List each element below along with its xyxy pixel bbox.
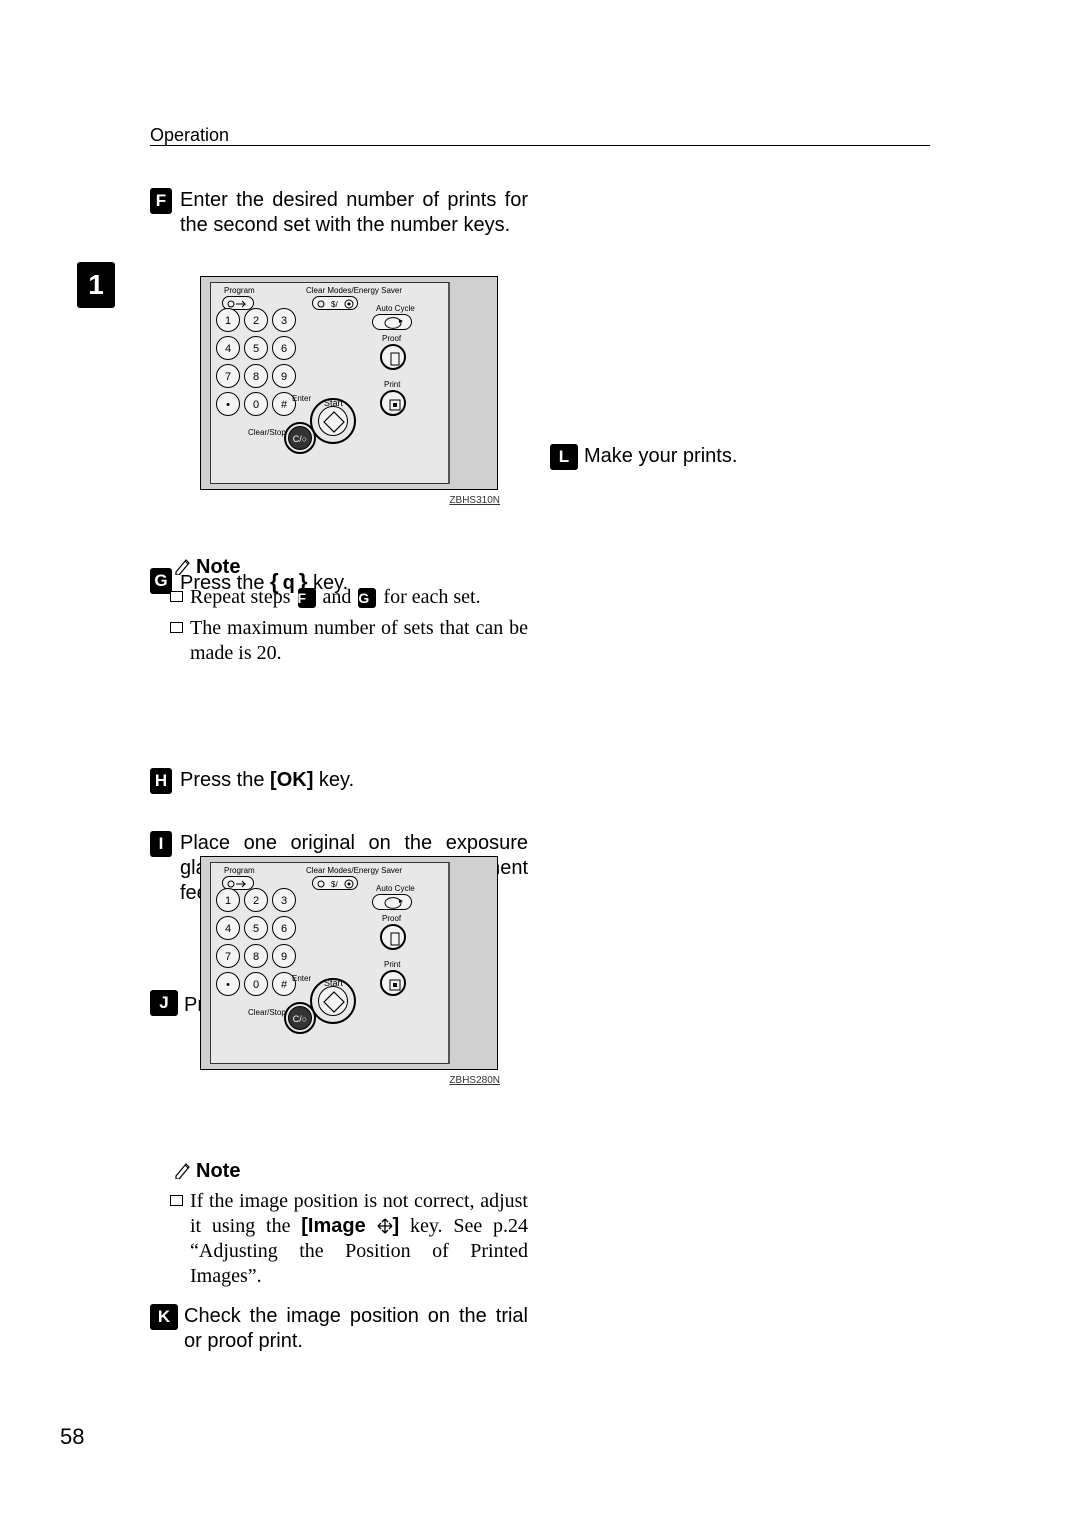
- keypad-digit-7[interactable]: 7: [216, 364, 240, 388]
- auto-cycle-button[interactable]: [372, 894, 412, 910]
- page-number: 58: [60, 1424, 84, 1450]
- keypad-digit-•[interactable]: •: [216, 392, 240, 416]
- step-11: K Check the image position on the trial …: [150, 1304, 528, 1354]
- clear-stop-label: Clear/Stop: [248, 428, 286, 437]
- note-1-title-text: Note: [196, 556, 240, 578]
- header-rule: [150, 145, 930, 146]
- clear-modes-label: Clear Modes/Energy Saver: [306, 286, 402, 295]
- auto-cycle-button[interactable]: [372, 314, 412, 330]
- keypad-digit-9[interactable]: 9: [272, 944, 296, 968]
- keypad-digit-3[interactable]: 3: [272, 888, 296, 912]
- note-1-item-1: Repeat steps F and G for each set.: [150, 585, 528, 610]
- note-1-item-1-mid: and: [318, 586, 357, 608]
- note-2-title-text: Note: [196, 1160, 240, 1182]
- keypad-digit-1[interactable]: 1: [216, 888, 240, 912]
- proof-label: Proof: [382, 914, 401, 923]
- step-8-num: H: [150, 768, 172, 794]
- print-label: Print: [384, 960, 400, 969]
- program-label: Program: [224, 866, 255, 875]
- note-1-item-2: The maximum number of sets that can be m…: [150, 616, 528, 666]
- diagram-2-caption: ZBHS280N: [449, 1075, 500, 1086]
- start-label: Start: [324, 978, 343, 988]
- pencil-icon: [174, 1161, 192, 1179]
- keypad-digit-9[interactable]: 9: [272, 364, 296, 388]
- step-8: H Press the [OK] key.: [150, 768, 528, 793]
- start-button[interactable]: [318, 406, 348, 436]
- note-2: Note If the image position is not correc…: [150, 1160, 528, 1289]
- keypad-diagram-1: ZBHS310N ProgramClear Modes/Energy Saver…: [200, 276, 498, 490]
- svg-text:$/: $/: [331, 300, 338, 309]
- note-2-key-image: [Image: [301, 1215, 365, 1237]
- keypad-diagram-2: ZBHS280N ProgramClear Modes/Energy Saver…: [200, 856, 498, 1070]
- start-button[interactable]: [318, 986, 348, 1016]
- keypad-digit-5[interactable]: 5: [244, 336, 268, 360]
- note-1: Note Repeat steps F and G for each set. …: [150, 556, 528, 666]
- clear-stop-button[interactable]: C/○: [288, 426, 312, 450]
- keypad-digit-3[interactable]: 3: [272, 308, 296, 332]
- step-8-key: [OK]: [270, 769, 313, 791]
- clear-stop-label: Clear/Stop: [248, 1008, 286, 1017]
- note-1-ref-6: F: [298, 588, 316, 608]
- note-1-item-1-pre: Repeat steps: [190, 586, 296, 608]
- keypad-digit-6[interactable]: 6: [272, 916, 296, 940]
- keypad-digit-0[interactable]: 0: [244, 392, 268, 416]
- program-label: Program: [224, 286, 255, 295]
- auto-cycle-label: Auto Cycle: [376, 304, 415, 313]
- print-button[interactable]: [380, 390, 406, 416]
- keypad-digit-4[interactable]: 4: [216, 916, 240, 940]
- keypad-digit-6[interactable]: 6: [272, 336, 296, 360]
- enter-label: Enter: [292, 974, 311, 983]
- step-11-num: K: [150, 1304, 178, 1330]
- header-section: Operation: [150, 125, 229, 146]
- keypad-digit-1[interactable]: 1: [216, 308, 240, 332]
- enter-label: Enter: [292, 394, 311, 403]
- step-12: L Make your prints.: [550, 444, 928, 469]
- print-label: Print: [384, 380, 400, 389]
- proof-button[interactable]: [380, 924, 406, 950]
- note-1-title: Note: [174, 556, 528, 579]
- keypad-digit-0[interactable]: 0: [244, 972, 268, 996]
- start-label: Start: [324, 398, 343, 408]
- note-1-ref-7: G: [358, 588, 376, 608]
- step-12-text: Make your prints.: [580, 444, 928, 469]
- keypad-digit-7[interactable]: 7: [216, 944, 240, 968]
- proof-label: Proof: [382, 334, 401, 343]
- proof-button[interactable]: [380, 344, 406, 370]
- note-2-item: If the image position is not correct, ad…: [150, 1189, 528, 1289]
- step-6-num: F: [150, 188, 172, 214]
- note-1-item-1-post: for each set.: [378, 586, 480, 608]
- auto-cycle-label: Auto Cycle: [376, 884, 415, 893]
- step-11-text: Check the image position on the trial or…: [180, 1304, 528, 1354]
- diagram-1-caption: ZBHS310N: [449, 495, 500, 506]
- keypad-digit-8[interactable]: 8: [244, 364, 268, 388]
- keypad-digit-5[interactable]: 5: [244, 916, 268, 940]
- svg-text:$/: $/: [331, 880, 338, 889]
- chapter-tab: 1: [77, 262, 115, 308]
- note-2-title: Note: [174, 1160, 528, 1183]
- step-8-pre: Press the: [180, 769, 270, 791]
- nav-icon: [377, 1215, 393, 1237]
- clear-stop-button[interactable]: C/○: [288, 1006, 312, 1030]
- keypad-digit-•[interactable]: •: [216, 972, 240, 996]
- pencil-icon: [174, 557, 192, 575]
- step-8-post: key.: [313, 769, 354, 791]
- step-8-text: Press the [OK] key.: [180, 768, 528, 793]
- keypad-digit-2[interactable]: 2: [244, 888, 268, 912]
- clear-modes-button[interactable]: $/: [312, 876, 358, 890]
- clear-modes-label: Clear Modes/Energy Saver: [306, 866, 402, 875]
- keypad-digit-8[interactable]: 8: [244, 944, 268, 968]
- clear-modes-button[interactable]: $/: [312, 296, 358, 310]
- print-button[interactable]: [380, 970, 406, 996]
- step-12-num: L: [550, 444, 578, 470]
- keypad-digit-2[interactable]: 2: [244, 308, 268, 332]
- step-6-text: Enter the desired number of prints for t…: [180, 188, 528, 238]
- step-6: F Enter the desired number of prints for…: [150, 188, 528, 238]
- keypad-digit-4[interactable]: 4: [216, 336, 240, 360]
